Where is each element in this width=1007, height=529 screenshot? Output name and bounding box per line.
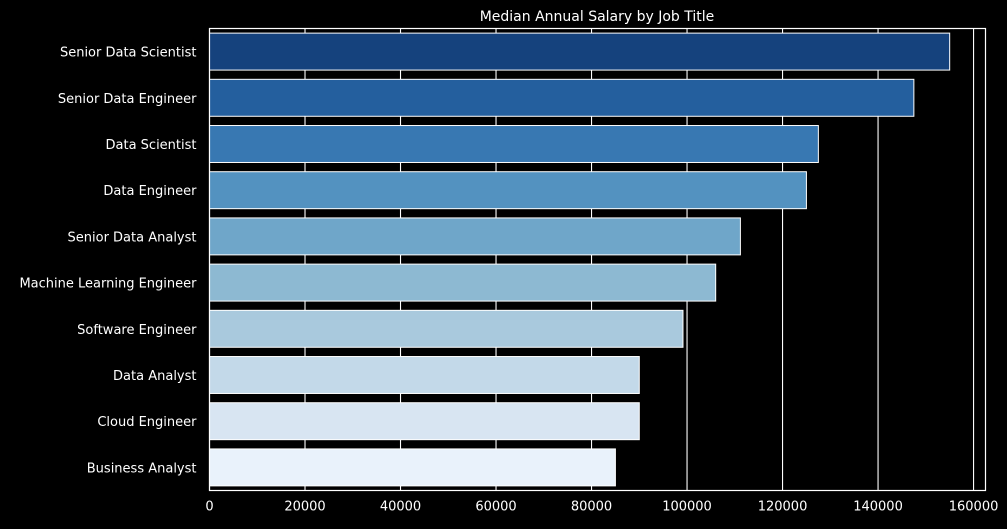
x-tick-label: 100000 [662, 500, 712, 515]
y-tick-label: Senior Data Analyst [68, 230, 197, 245]
y-tick-label: Data Analyst [113, 369, 196, 384]
bar [209, 448, 616, 487]
y-tick-label: Senior Data Engineer [58, 92, 197, 107]
bar [209, 32, 951, 71]
y-axis-tick-labels: Senior Data Scientist Senior Data Enginee… [19, 46, 197, 477]
bar [209, 263, 717, 302]
bar [209, 309, 684, 348]
bar [209, 78, 915, 117]
y-tick-label: Data Engineer [103, 184, 197, 199]
bar [209, 356, 640, 394]
x-tick-label: 40000 [380, 500, 421, 515]
x-axis-tick-labels: 0 20000 40000 60000 80000 100000 120000 140000 1… [205, 500, 998, 515]
y-tick-label: Machine Learning Engineer [19, 277, 197, 292]
y-tick-label: Cloud Engineer [97, 415, 197, 430]
x-tick-label: 120000 [758, 500, 808, 515]
chart-title: Median Annual Salary by Job Title [480, 9, 715, 25]
bars [209, 32, 951, 487]
y-tick-label: Data Scientist [106, 138, 197, 153]
x-tick-label: 20000 [284, 500, 325, 515]
y-tick-label: Senior Data Scientist [60, 46, 197, 61]
x-tick-label: 60000 [475, 500, 516, 515]
x-tick-label: 140000 [853, 500, 903, 515]
bar [209, 402, 640, 441]
y-tick-label: Business Analyst [87, 461, 197, 476]
x-tick-label: 0 [205, 500, 213, 515]
x-tick-label: 160000 [949, 500, 999, 515]
bar [209, 217, 741, 256]
y-tick-label: Software Engineer [77, 323, 197, 338]
x-tick-label: 80000 [571, 500, 612, 515]
bar [209, 171, 807, 210]
bar [209, 125, 819, 163]
plot-frame [208, 27, 987, 492]
